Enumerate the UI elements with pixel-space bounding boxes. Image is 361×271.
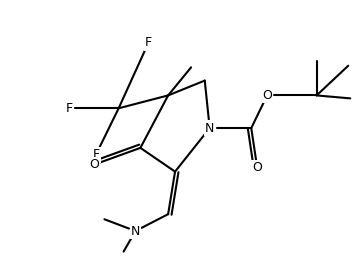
Text: F: F [66,102,73,115]
Text: N: N [205,122,214,135]
Text: O: O [252,161,262,174]
Text: O: O [262,89,272,102]
Text: F: F [92,148,99,161]
Text: O: O [89,158,99,171]
Text: N: N [131,224,140,237]
Text: F: F [145,37,152,50]
